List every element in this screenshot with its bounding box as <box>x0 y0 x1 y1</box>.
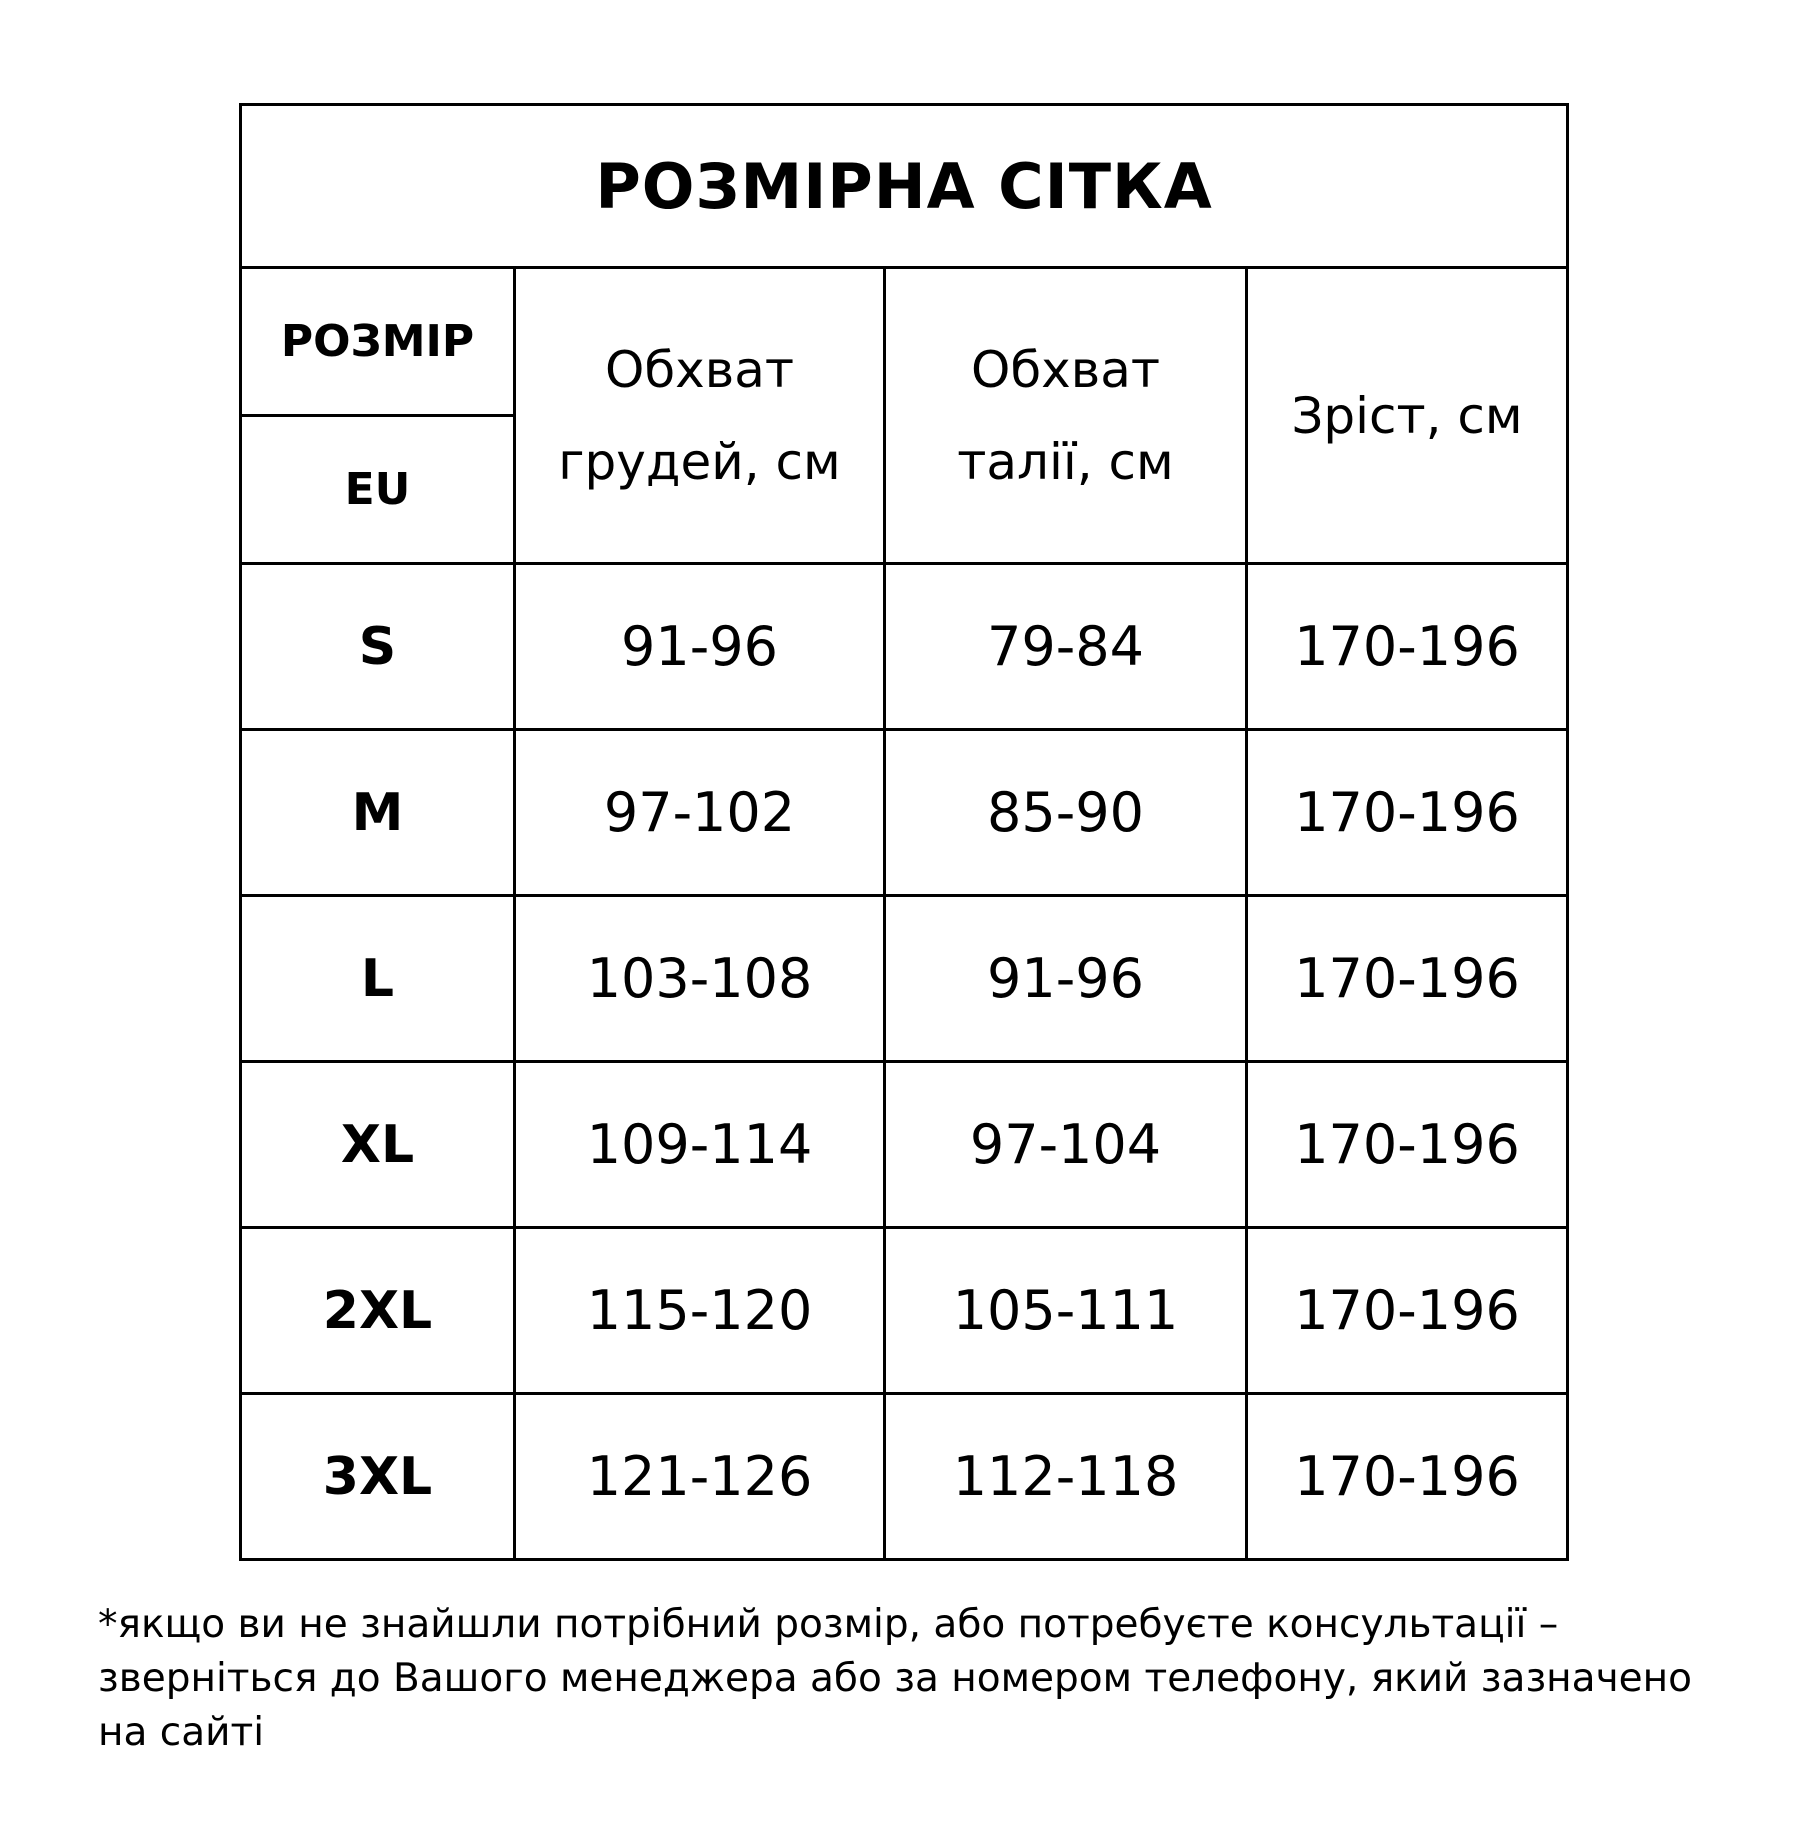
cell-waist: 79-84 <box>883 562 1248 731</box>
cell-size: XL <box>239 1060 516 1229</box>
header-height: Зріст, см <box>1244 266 1570 565</box>
cell-height: 170-196 <box>1244 894 1570 1063</box>
cell-size: L <box>239 894 516 1063</box>
header-row-eu: EU <box>239 414 1568 565</box>
cell-waist: 85-90 <box>883 728 1248 897</box>
header-waist-line1: Обхват <box>970 340 1160 399</box>
cell-height: 170-196 <box>1244 562 1570 731</box>
cell-height: 170-196 <box>1244 1392 1570 1561</box>
header-row: РОЗМІР Обхват грудей, см Обхват талії, с… <box>239 266 1570 565</box>
table-row: L 103-108 91-96 170-196 <box>239 894 1570 1063</box>
table-row: 2XL 115-120 105-111 170-196 <box>239 1226 1570 1395</box>
cell-waist: 97-104 <box>883 1060 1248 1229</box>
header-waist-line2: талії, см <box>957 432 1174 491</box>
cell-chest: 97-102 <box>513 728 886 897</box>
cell-chest: 109-114 <box>513 1060 886 1229</box>
cell-chest: 103-108 <box>513 894 886 1063</box>
cell-waist: 112-118 <box>883 1392 1248 1561</box>
cell-height: 170-196 <box>1244 1226 1570 1395</box>
header-chest-line1: Обхват <box>604 340 794 399</box>
cell-chest: 121-126 <box>513 1392 886 1561</box>
size-chart-table: РОЗМІРНА СІТКА РОЗМІР Обхват грудей, см … <box>238 103 1570 1561</box>
cell-size: 2XL <box>239 1226 516 1395</box>
header-size: РОЗМІР <box>239 266 516 417</box>
cell-height: 170-196 <box>1244 728 1570 897</box>
table-row: S 91-96 79-84 170-196 <box>239 562 1570 731</box>
cell-size: 3XL <box>239 1392 516 1561</box>
cell-chest: 91-96 <box>513 562 886 731</box>
footnote: *якщо ви не знайшли потрібний розмір, аб… <box>98 1602 1692 1755</box>
title-row: РОЗМІРНА СІТКА <box>238 103 1570 269</box>
cell-waist: 105-111 <box>883 1226 1248 1395</box>
chart-title: РОЗМІРНА СІТКА <box>238 103 1570 269</box>
table-row: XL 109-114 97-104 170-196 <box>239 1060 1570 1229</box>
cell-size: S <box>239 562 516 731</box>
table-row: 3XL 121-126 112-118 170-196 <box>239 1392 1570 1561</box>
header-size-system: EU <box>239 414 516 565</box>
table-row: M 97-102 85-90 170-196 <box>239 728 1570 897</box>
header-waist: Обхват талії, см <box>883 266 1248 565</box>
cell-size: M <box>239 728 516 897</box>
cell-waist: 91-96 <box>883 894 1248 1063</box>
header-chest-line2: грудей, см <box>558 432 841 491</box>
header-chest: Обхват грудей, см <box>513 266 886 565</box>
cell-chest: 115-120 <box>513 1226 886 1395</box>
cell-height: 170-196 <box>1244 1060 1570 1229</box>
